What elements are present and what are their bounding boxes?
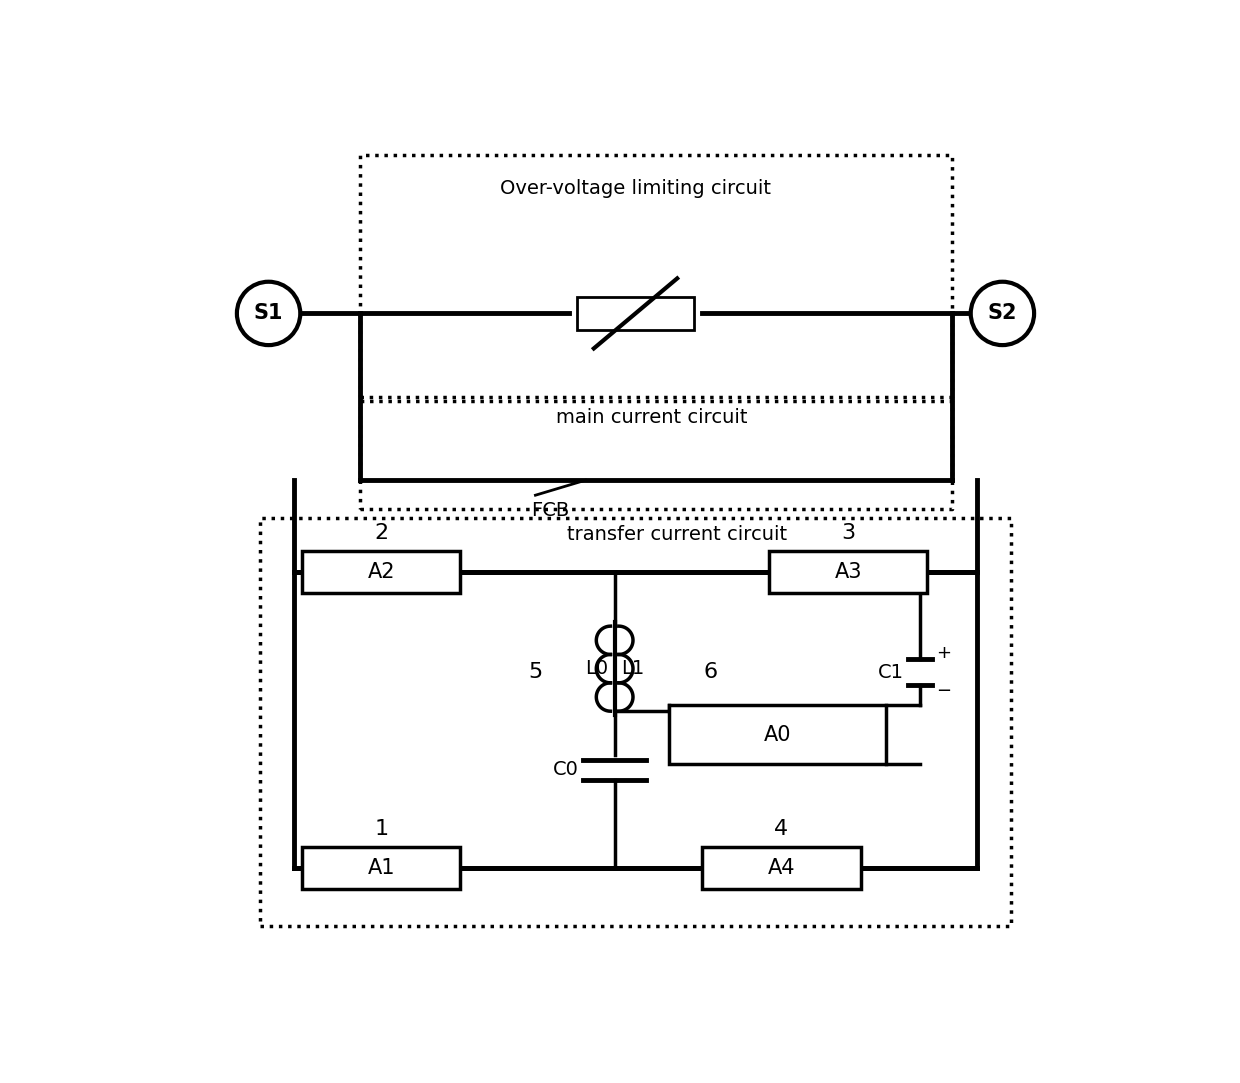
Text: main current circuit: main current circuit bbox=[557, 408, 748, 427]
Text: A3: A3 bbox=[835, 562, 862, 582]
Text: L0: L0 bbox=[585, 660, 608, 678]
Text: FCB: FCB bbox=[531, 501, 569, 520]
Text: S2: S2 bbox=[988, 303, 1017, 324]
Text: 5: 5 bbox=[528, 662, 543, 682]
Text: L1: L1 bbox=[621, 660, 645, 678]
Text: 4: 4 bbox=[774, 819, 789, 838]
Text: 6: 6 bbox=[703, 662, 718, 682]
Bar bbox=[769, 551, 928, 592]
Text: Over-voltage limiting circuit: Over-voltage limiting circuit bbox=[500, 179, 771, 198]
Bar bbox=[668, 705, 885, 764]
Bar bbox=[577, 297, 694, 330]
Bar bbox=[301, 847, 460, 889]
Text: C0: C0 bbox=[553, 760, 579, 780]
Circle shape bbox=[971, 282, 1034, 345]
Bar bbox=[702, 847, 861, 889]
Text: A1: A1 bbox=[367, 858, 394, 878]
Text: 1: 1 bbox=[374, 819, 388, 838]
Text: −: − bbox=[936, 682, 951, 701]
Text: A0: A0 bbox=[764, 725, 791, 744]
Text: 3: 3 bbox=[841, 523, 856, 543]
Text: transfer current circuit: transfer current circuit bbox=[567, 525, 787, 544]
Text: C1: C1 bbox=[878, 663, 904, 681]
Text: S1: S1 bbox=[254, 303, 283, 324]
Text: 2: 2 bbox=[374, 523, 388, 543]
Bar bbox=[301, 551, 460, 592]
Text: +: + bbox=[936, 643, 951, 662]
Text: A4: A4 bbox=[768, 858, 795, 878]
Circle shape bbox=[237, 282, 300, 345]
Text: A2: A2 bbox=[367, 562, 394, 582]
